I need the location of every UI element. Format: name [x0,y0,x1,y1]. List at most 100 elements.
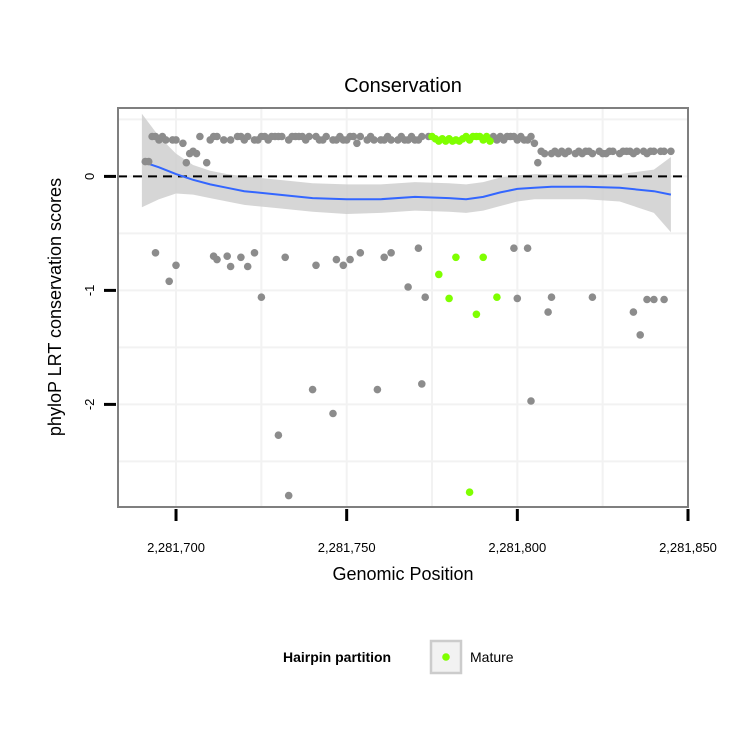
data-point-other [527,397,535,405]
data-point-other [418,380,426,388]
smooth-line [141,160,672,201]
legend-title: Hairpin partition [283,649,391,665]
x-tick-label: 2,281,700 [147,540,205,555]
x-tick-label: 2,281,800 [488,540,546,555]
data-point-other [356,249,365,257]
data-point-other [404,283,412,291]
legend-swatch-mature [442,653,450,661]
data-point-other [421,293,430,302]
data-point-other [534,158,542,167]
data-point-other [356,132,365,141]
x-axis-label: Genomic Position [332,564,473,584]
data-point-other [172,261,180,270]
data-point-other [513,294,522,303]
data-point-other [250,249,259,257]
data-point-mature [479,253,488,262]
panel-border [117,107,689,508]
data-point-other [278,132,286,141]
smooth-line-layer [141,160,672,201]
y-axis-label: phyloP LRT conservation scores [45,178,65,436]
confidence-ribbon [141,113,671,233]
data-point-other [179,139,187,148]
data-point-other [192,149,201,158]
data-point-other [196,132,204,141]
data-point-mature [435,270,443,279]
data-point-mature [486,137,494,145]
plot-panel [117,107,689,508]
data-point-other [523,244,532,252]
data-point-other [387,249,395,257]
data-point-other [182,158,191,167]
data-point-other [274,431,283,440]
data-point-other [353,139,361,148]
data-point-other [667,147,675,156]
data-point-other [322,132,331,141]
data-point-other [510,244,518,252]
y-tick-label: -2 [82,399,97,411]
data-point-other [650,147,658,156]
data-point-other [243,262,252,271]
legend-label-mature: Mature [470,649,514,665]
data-points [141,132,675,500]
data-point-other [380,253,389,262]
data-point-other [151,249,160,257]
data-point-other [339,261,348,270]
x-tick-label: 2,281,750 [318,540,376,555]
data-point-other [588,149,597,158]
data-point-other [332,255,341,264]
data-point-other [414,244,423,252]
data-point-mature [445,294,453,303]
data-point-other [346,255,354,264]
y-tick-label: 0 [82,173,97,180]
data-point-other [564,147,573,156]
data-point-other [633,147,641,156]
chart-title: Conservation [344,75,462,97]
data-point-other [284,491,293,500]
data-point-other [660,295,668,304]
data-point-other [213,132,221,141]
data-point-other [257,293,266,302]
data-point-other [202,158,211,167]
data-point-other [329,409,337,418]
data-point-other [243,132,252,141]
data-point-other [305,132,313,141]
data-point-other [223,252,231,260]
data-point-other [629,308,638,316]
data-point-other [530,139,539,148]
x-tick-label: 2,281,850 [659,540,717,555]
data-point-mature [472,310,481,319]
data-point-other [387,136,395,144]
x-axis: 2,281,700 2,281,750 2,281,800 2,281,850 [147,509,717,555]
data-point-mature [465,488,474,497]
data-point-other [373,385,382,394]
data-point-other [540,149,549,158]
data-point-other [527,132,535,141]
data-point-other [547,293,556,302]
data-point-other [220,136,228,144]
data-point-other [281,253,290,262]
data-point-other [643,295,651,304]
data-point-other [418,132,426,141]
data-point-other [213,255,221,264]
y-axis: 0 -1 -2 [82,173,116,410]
data-point-other [172,136,180,144]
data-point-other [588,293,597,302]
data-point-other [162,136,170,144]
data-point-other [226,136,235,144]
data-point-other [650,295,658,304]
data-point-other [237,253,245,262]
legend: Hairpin partition Mature [283,639,514,675]
data-point-other [308,385,317,394]
data-point-other [660,147,668,156]
data-point-mature [493,293,501,302]
data-point-other [609,147,617,156]
confidence-ribbon-layer [141,113,671,233]
data-point-other [312,261,320,270]
data-point-other [226,262,235,271]
data-point-other [636,331,644,339]
data-point-mature [452,253,460,262]
y-tick-label: -1 [82,285,97,297]
data-point-other [165,277,173,286]
data-point-other [544,308,552,316]
